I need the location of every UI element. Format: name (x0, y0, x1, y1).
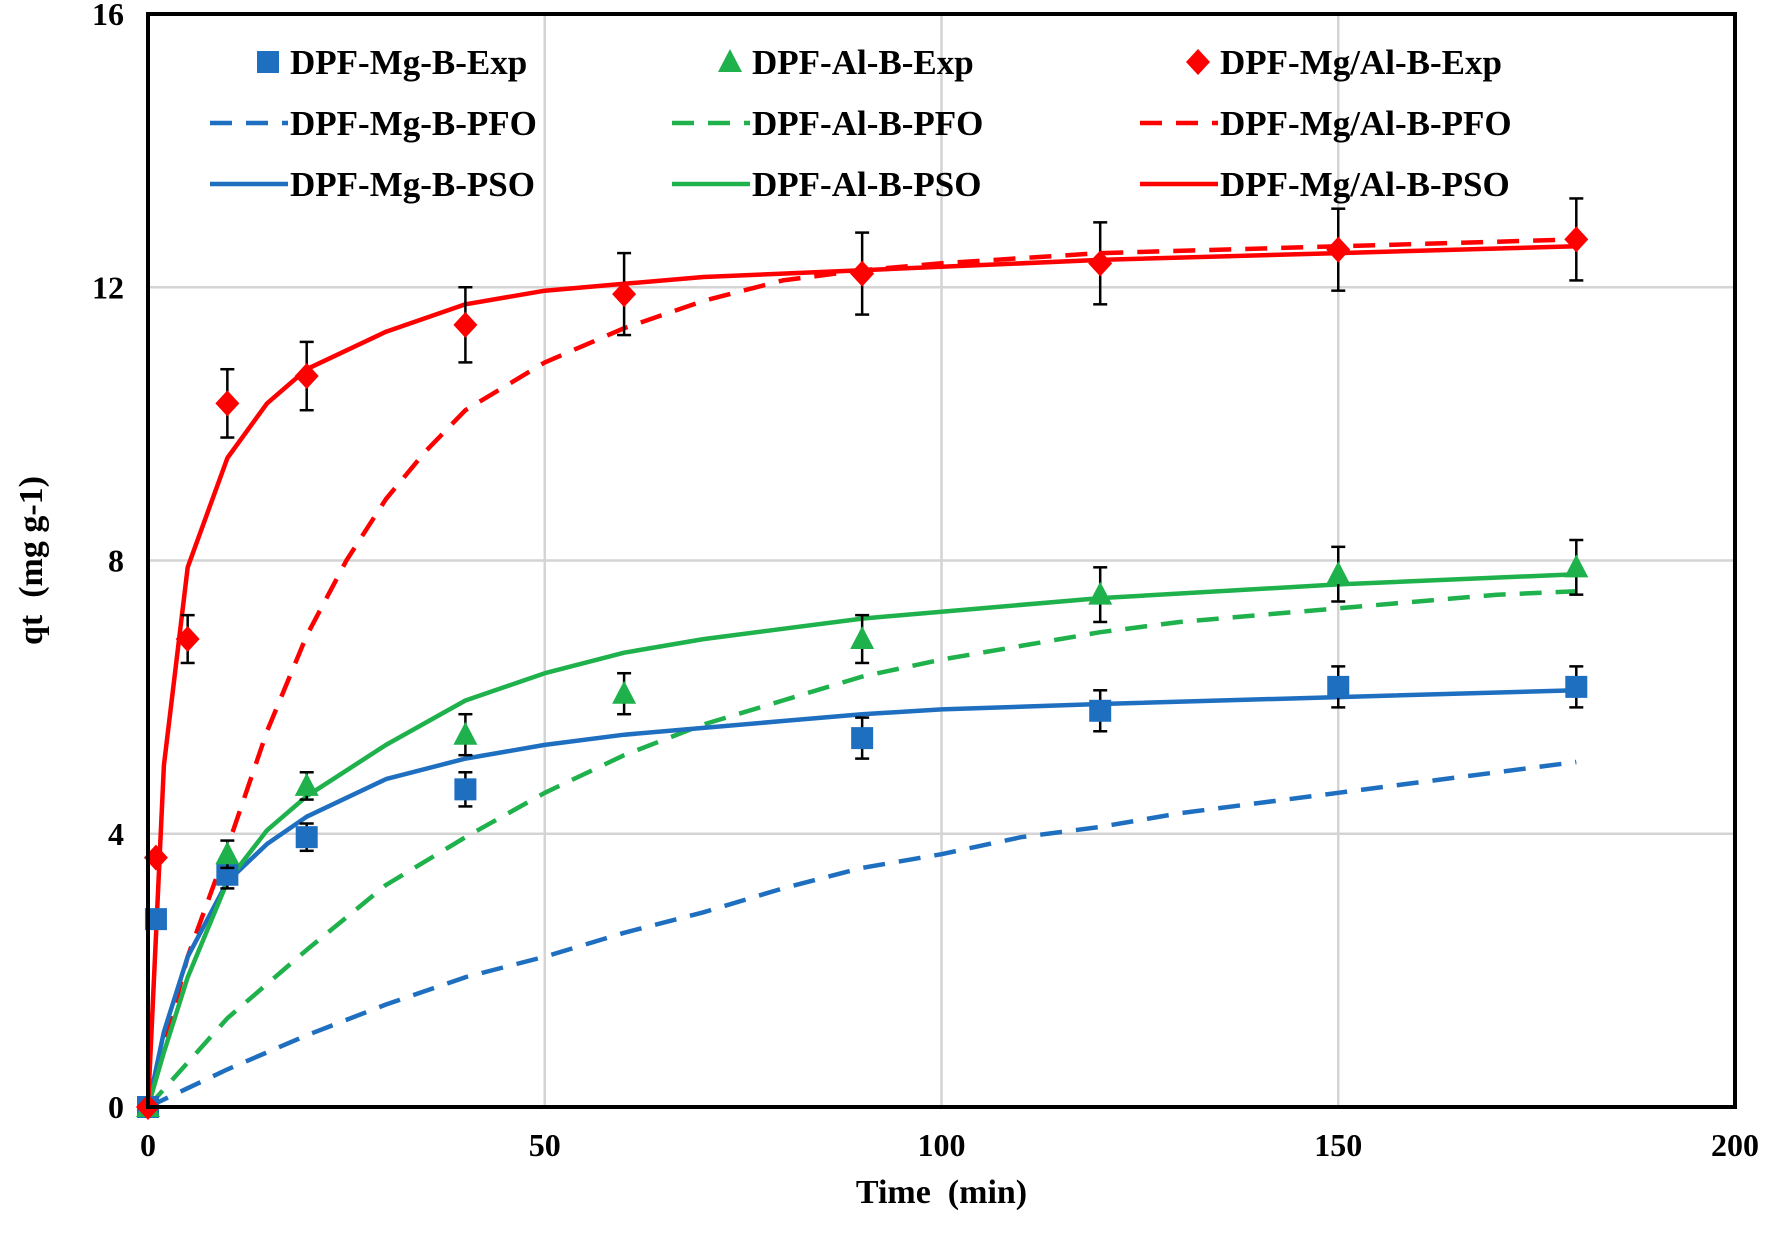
series-line-dpf-al-b-pfo (146, 588, 1577, 1109)
legend-label: DPF-Al-B-PSO (752, 165, 981, 204)
data-point-dpf-mg-al-b-exp (294, 363, 319, 390)
legend-label: DPF-Mg/Al-B-Exp (1220, 43, 1502, 82)
legend-label: DPF-Mg-B-PSO (290, 165, 535, 204)
legend-marker (1186, 49, 1210, 75)
data-point-dpf-al-b-exp (215, 841, 240, 865)
series-line-dpf-al-b-pso (145, 571, 1577, 1108)
data-point-dpf-al-b-exp (294, 772, 319, 796)
data-point-dpf-al-b-exp (1564, 554, 1589, 578)
legend: DPF-Mg-B-Exp DPF-Al-B-Exp DPF-Mg/Al-B-Exp D… (210, 43, 1512, 204)
data-point-dpf-mg-al-b-exp (453, 311, 478, 338)
legend-label: DPF-Mg-B-Exp (290, 43, 527, 82)
x-tick-label: 200 (1711, 1127, 1759, 1163)
legend-label: DPF-Al-B-Exp (752, 43, 974, 82)
data-point-dpf-mg-b-exp (851, 727, 874, 750)
y-tick-label: 16 (92, 0, 124, 32)
x-tick-label: 100 (918, 1127, 966, 1163)
data-point-dpf-mg-b-exp (216, 863, 239, 886)
data-point-dpf-mg-al-b-exp (215, 390, 240, 417)
x-axis-title: Time (min) (856, 1174, 1027, 1211)
series-line-dpf-mg-al-b-pso (145, 244, 1577, 1108)
data-point-dpf-mg-b-exp (1089, 699, 1112, 722)
tick-labels: 0 50 100 150 200 0 4 8 12 16 (92, 0, 1759, 1163)
data-point-dpf-al-b-exp (612, 680, 637, 704)
x-tick-label: 50 (529, 1127, 561, 1163)
legend-label: DPF-Al-B-PFO (752, 104, 983, 143)
data-point-dpf-al-b-exp (453, 721, 478, 745)
data-point-dpf-al-b-exp (1088, 581, 1113, 605)
data-point-dpf-mg-al-b-exp (850, 260, 875, 287)
legend-marker (718, 49, 742, 72)
data-point-dpf-mg-al-b-exp (1326, 236, 1351, 263)
legend-label: DPF-Mg/Al-B-PFO (1220, 104, 1512, 143)
data-point-dpf-mg-b-exp (295, 826, 318, 849)
legend-label: DPF-Mg-B-PFO (290, 104, 537, 143)
series-line-dpf-mg-al-b-pfo (145, 237, 1577, 1108)
data-point-dpf-mg-b-exp (1565, 675, 1588, 698)
y-tick-label: 0 (108, 1089, 124, 1125)
legend-marker (257, 51, 279, 73)
series-line-dpf-mg-b-pfo (147, 759, 1577, 1110)
legend-label: DPF-Mg/Al-B-PSO (1220, 165, 1510, 204)
data-point-dpf-al-b-exp (850, 626, 875, 650)
data-point-dpf-mg-b-exp (144, 908, 167, 931)
data-point-dpf-mg-al-b-exp (612, 281, 637, 308)
data-point-dpf-al-b-exp (1326, 561, 1351, 585)
data-point-dpf-mg-al-b-exp (1564, 226, 1589, 253)
data-point-dpf-mg-al-b-exp (175, 626, 200, 653)
data-point-dpf-mg-al-b-exp (1088, 250, 1113, 277)
data-point-dpf-mg-b-exp (454, 778, 477, 801)
y-tick-label: 12 (92, 269, 124, 305)
series-line-dpf-mg-b-pso (145, 688, 1577, 1108)
plot-frame (146, 12, 1737, 1109)
y-tick-label: 4 (108, 816, 124, 852)
x-tick-label: 150 (1314, 1127, 1362, 1163)
data-point-dpf-mg-b-exp (1327, 675, 1350, 698)
y-axis-title: qt (mg g-1) (13, 476, 50, 645)
x-tick-label: 0 (140, 1127, 156, 1163)
series-layer (136, 197, 1589, 1120)
y-tick-label: 8 (108, 543, 124, 579)
